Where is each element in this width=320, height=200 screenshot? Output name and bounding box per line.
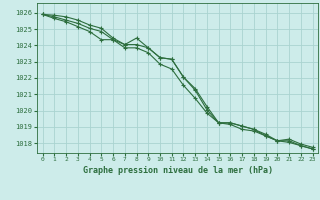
X-axis label: Graphe pression niveau de la mer (hPa): Graphe pression niveau de la mer (hPa) bbox=[83, 166, 273, 175]
